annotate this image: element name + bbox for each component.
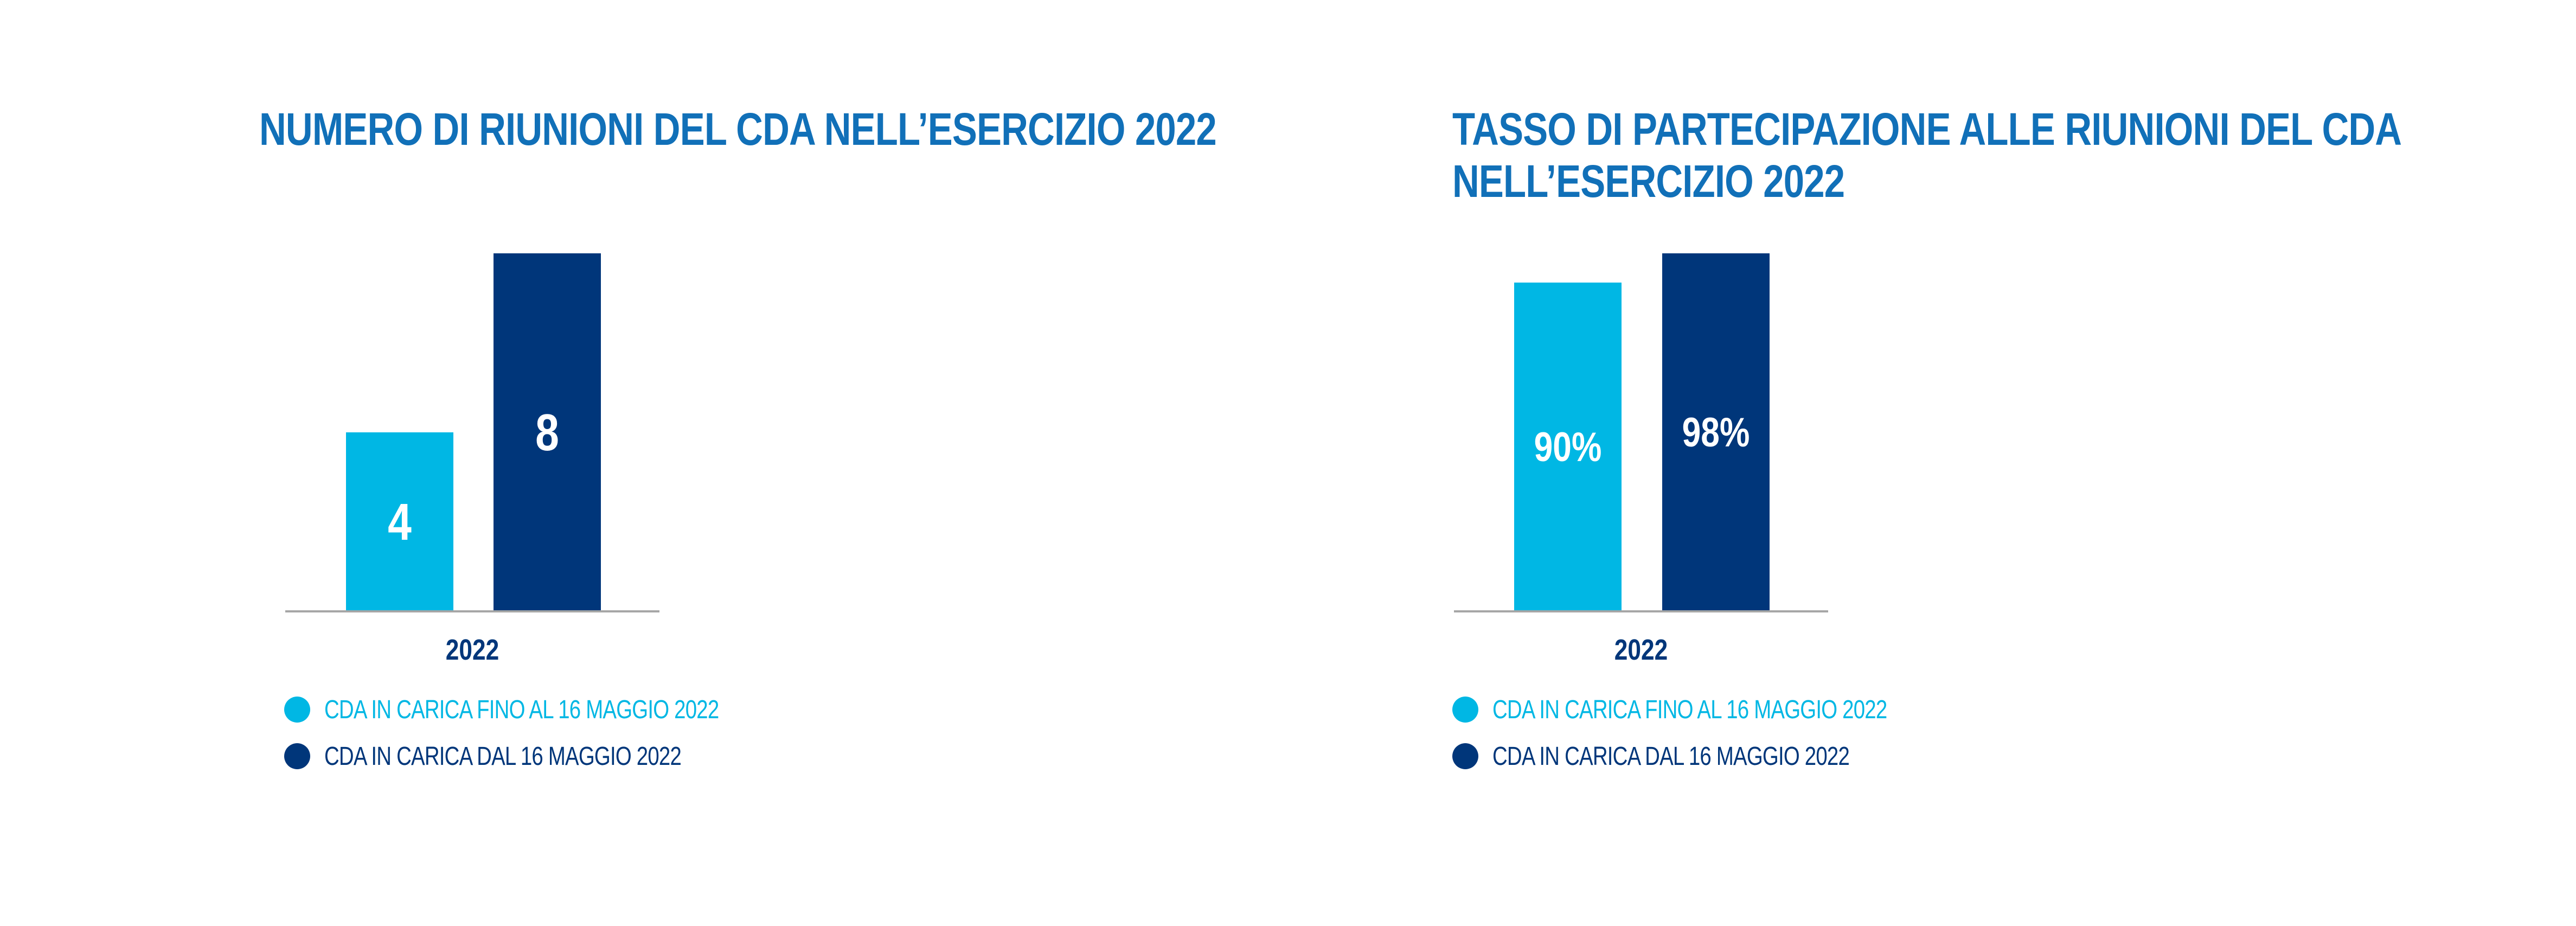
x-tick-label: 2022 (446, 634, 499, 666)
legend-item-from-may: CDA IN CARICA DAL 16 MAGGIO 2022 (284, 740, 771, 772)
legend-swatch-dark-blue (284, 743, 310, 769)
legend-label: CDA IN CARICA DAL 16 MAGGIO 2022 (324, 742, 682, 771)
bar-chart-attendance: 90% 98% 2022 (1454, 253, 1828, 666)
bar-until-may (346, 432, 453, 611)
legend-label: CDA IN CARICA DAL 16 MAGGIO 2022 (1492, 742, 1850, 771)
legend-item-until-may: CDA IN CARICA FINO AL 16 MAGGIO 2022 (284, 693, 817, 726)
chart-title-line-1: TASSO DI PARTECIPAZIONE ALLE RIUNIONI DE… (1452, 104, 2402, 155)
bar-value-label: 8 (535, 403, 559, 461)
bar-value-label: 4 (388, 493, 412, 551)
legend-swatch-dark-blue (1452, 743, 1478, 769)
bar-value-label: 98% (1682, 409, 1750, 455)
legend-swatch-light-blue (284, 697, 310, 723)
chart-panel-attendance: TASSO DI PARTECIPAZIONE ALLE RIUNIONI DE… (1193, 0, 2402, 926)
bar-chart-meetings: 4 8 2022 (285, 253, 659, 666)
bar-from-may (494, 253, 601, 611)
chart-title-line-2: NELL’ESERCIZIO 2022 (1452, 156, 1845, 207)
legend-swatch-light-blue (1452, 697, 1478, 723)
chart-panel-meetings: NUMERO DI RIUNIONI DEL CDA NELL’ESERCIZI… (0, 0, 1217, 926)
chart-title: NUMERO DI RIUNIONI DEL CDA NELL’ESERCIZI… (259, 104, 1217, 155)
legend-label: CDA IN CARICA FINO AL 16 MAGGIO 2022 (1492, 695, 1887, 724)
bar-from-may (1662, 253, 1770, 611)
bar-until-may (1514, 282, 1622, 611)
legend-label: CDA IN CARICA FINO AL 16 MAGGIO 2022 (324, 695, 719, 724)
chart-title: TASSO DI PARTECIPAZIONE ALLE RIUNIONI DE… (1452, 103, 2402, 207)
legend-item-until-may: CDA IN CARICA FINO AL 16 MAGGIO 2022 (1452, 693, 1985, 726)
legend-item-from-may: CDA IN CARICA DAL 16 MAGGIO 2022 (1452, 740, 1939, 772)
x-tick-label: 2022 (1614, 634, 1668, 666)
bar-value-label: 90% (1534, 424, 1602, 470)
